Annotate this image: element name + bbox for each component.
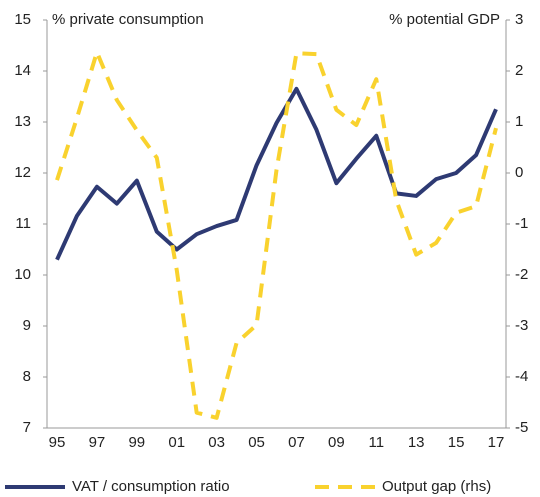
y-tick-label: 8: [23, 368, 31, 385]
y-axis-label: % private consumption: [52, 11, 204, 28]
y2-tick-label: -2: [515, 266, 528, 283]
x-tick-label: 97: [89, 434, 106, 451]
series-line: [55, 50, 498, 420]
y2-tick-label: -3: [515, 317, 528, 334]
x-tick-label: 07: [288, 434, 305, 451]
y2-tick-label: -1: [515, 215, 528, 232]
y2-tick-label: 1: [515, 113, 523, 130]
x-tick-label: 05: [248, 434, 265, 451]
y-tick-label: 14: [14, 62, 31, 79]
y-tick-label: 11: [15, 215, 31, 232]
x-tick-label: 01: [168, 434, 185, 451]
x-tick-label: 13: [408, 434, 425, 451]
y2-tick-label: 2: [515, 62, 523, 79]
y2-tick-label: -4: [515, 368, 528, 385]
y-tick-label: 10: [14, 266, 31, 283]
x-tick-label: 15: [448, 434, 465, 451]
x-tick-label: 11: [368, 434, 384, 451]
x-tick-label: 99: [128, 434, 145, 451]
legend-label: Output gap (rhs): [382, 478, 491, 495]
y2-tick-label: -5: [515, 419, 528, 436]
y-tick-label: 15: [14, 11, 31, 28]
x-tick-label: 09: [328, 434, 345, 451]
y2-tick-label: 3: [515, 11, 523, 28]
y-tick-label: 7: [23, 419, 31, 436]
x-tick-label: 17: [488, 434, 505, 451]
y2-tick-label: 0: [515, 164, 523, 181]
y-tick-label: 13: [14, 113, 31, 130]
x-tick-label: 95: [49, 434, 66, 451]
x-tick-label: 03: [208, 434, 225, 451]
y-tick-label: 12: [14, 164, 31, 181]
y-tick-label: 9: [23, 317, 31, 334]
y2-axis-label: % potential GDP: [389, 11, 500, 28]
legend-label: VAT / consumption ratio: [72, 478, 230, 495]
series-line: [55, 86, 498, 261]
